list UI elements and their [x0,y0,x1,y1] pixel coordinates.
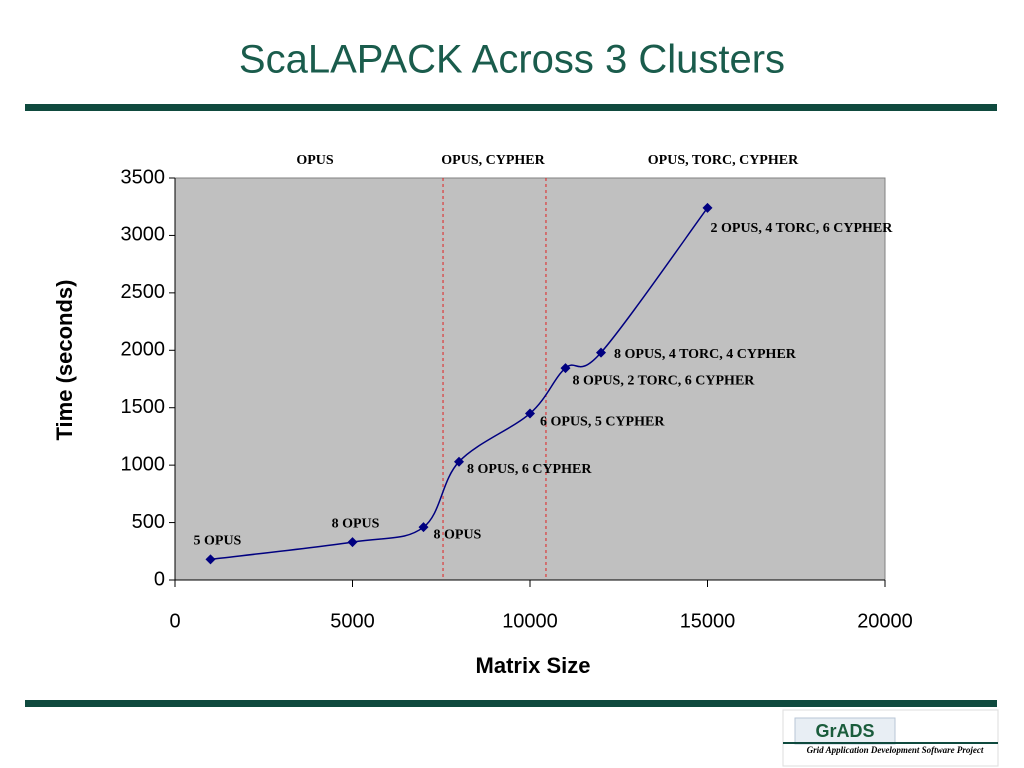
y-tick-label: 3500 [121,166,166,188]
data-point [418,522,429,533]
point-label: 8 OPUS, 4 TORC, 4 CYPHER [614,347,797,362]
logo-subtitle: Grid Application Development Software Pr… [807,745,984,755]
top-rule [25,104,997,111]
point-label: 8 OPUS, 6 CYPHER [467,462,592,477]
y-axis-label: Time (seconds) [52,280,77,441]
region-label: OPUS, CYPHER [441,153,545,168]
bottom-rule [25,700,997,707]
x-tick-label: 0 [169,610,180,632]
point-label: 8 OPUS, 2 TORC, 6 CYPHER [573,373,756,388]
plot-area [174,177,886,581]
x-axis-label: Matrix Size [476,653,591,678]
logo-grid [794,717,896,745]
region-label: OPUS, TORC, CYPHER [648,153,799,168]
point-label: 8 OPUS [434,527,482,542]
y-tick-label: 1000 [121,453,166,475]
data-point [454,456,464,467]
data-point [525,408,535,419]
x-tick-label: 15000 [680,610,736,632]
x-tick-label: 10000 [502,610,558,632]
data-point [596,347,606,358]
logo: GrADS Grid Application Development Softw… [782,709,999,767]
point-label: 8 OPUS [332,516,380,531]
x-tick-label: 20000 [857,610,913,632]
y-tick-label: 3000 [121,224,166,246]
data-point [205,554,216,565]
point-label: 2 OPUS, 4 TORC, 6 CYPHER [711,221,894,236]
y-tick-label: 2000 [121,339,166,361]
data-point [347,537,358,548]
y-tick-label: 0 [154,568,165,590]
x-tick-label: 5000 [330,610,375,632]
point-label: 5 OPUS [194,534,242,549]
point-label: 6 OPUS, 5 CYPHER [540,415,665,430]
logo-name: GrADS [815,721,874,741]
slide-title: ScaLAPACK Across 3 Clusters [239,38,785,82]
y-tick-label: 1500 [121,396,166,418]
y-tick-label: 500 [132,511,165,533]
data-point [560,363,571,374]
data-point [702,202,713,213]
region-label: OPUS [296,153,334,168]
y-tick-label: 2500 [121,281,166,303]
